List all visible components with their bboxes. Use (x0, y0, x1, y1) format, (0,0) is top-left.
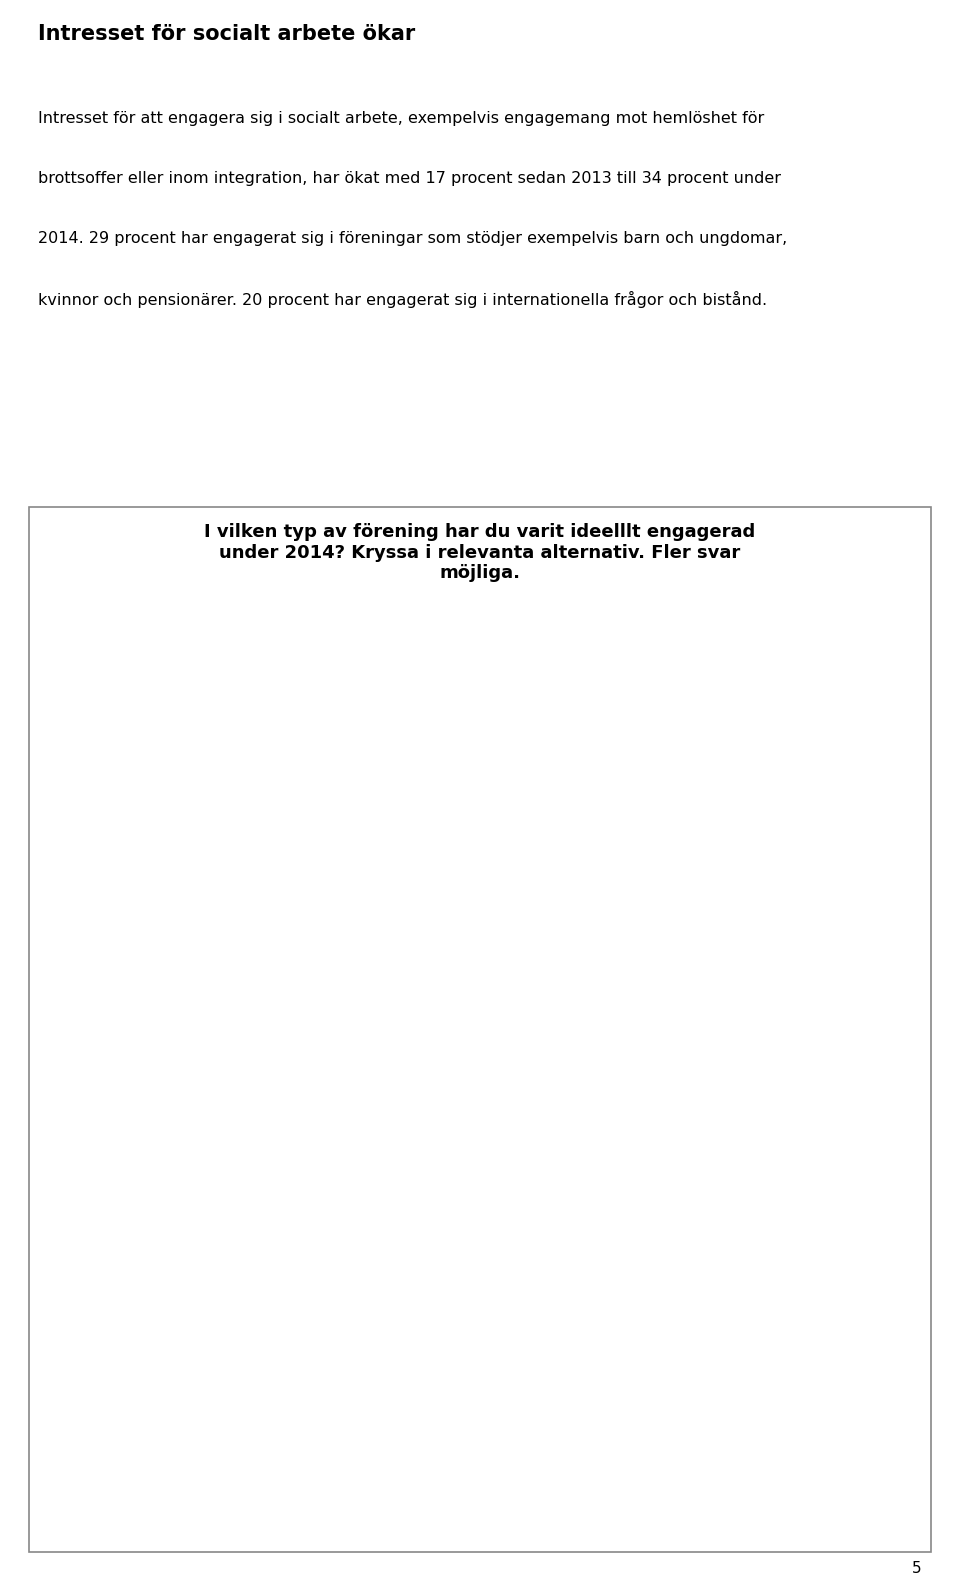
Text: 10%: 10% (486, 988, 519, 1003)
Text: kvinnor och pensionärer. 20 procent har engagerat sig i internationella frågor o: kvinnor och pensionärer. 20 procent har … (38, 291, 768, 309)
Bar (346, 1467, 399, 1503)
Text: DJUR (t.ex. djurrättsorganisationer): DJUR (t.ex. djurrättsorganisationer) (99, 1269, 333, 1283)
Text: HÄLSA, VÅRD och OMSORG (t.ex. patient-
och anhörigorganisationer): HÄLSA, VÅRD och OMSORG (t.ex. patient- o… (56, 1400, 333, 1430)
Text: ALLMÄNNA INTRESSEORGANISATIONER
INOM CIVILSAMHÄLLET (t.ex.
konsumentkooperativ, : ALLMÄNNA INTRESSEORGANISATIONER INOM CIV… (29, 1324, 333, 1367)
Bar (346, 838, 614, 874)
Text: 7%: 7% (445, 1199, 469, 1213)
Text: brottsoffer eller inom integration, har ökat med 17 procent sedan 2013 till 34 p: brottsoffer eller inom integration, har … (38, 171, 781, 185)
Text: 20%: 20% (620, 849, 654, 863)
Text: RELIGIÖSA FÖRENINGAR ( t ex. Svenska
kyrkan eller frikyrkor): RELIGIÖSA FÖRENINGAR ( t ex. Svenska kyr… (68, 1121, 333, 1150)
Text: MÄNNISKOR (t.ex. barn-, ungdom-, kvinno-
och pensionärsföreningar): MÄNNISKOR (t.ex. barn-, ungdom-, kvinno-… (49, 771, 333, 800)
Text: I vilken typ av förening har du varit ideelllt engagerad
under 2014? Kryssa i re: I vilken typ av förening har du varit id… (204, 523, 756, 583)
Text: 7%: 7% (445, 1128, 469, 1144)
Text: SKOLA, UTBILDNING och PEDAGOGIK (t.
ex. studentföreningar): SKOLA, UTBILDNING och PEDAGOGIK (t. ex. … (70, 1052, 333, 1080)
Bar (346, 768, 735, 805)
Text: 29%: 29% (741, 779, 775, 794)
Text: 9%: 9% (472, 1058, 496, 1074)
Text: 5%: 5% (419, 1338, 443, 1353)
Bar (346, 1258, 413, 1294)
Text: 4%: 4% (405, 1478, 429, 1494)
Bar (346, 977, 480, 1014)
Bar (346, 1118, 440, 1155)
Text: Intresset för socialt arbete ökar: Intresset för socialt arbete ökar (38, 24, 416, 44)
Bar (346, 699, 803, 735)
Text: HUMANITÄRA HJÄLPFÖRENINGAR ( t. ex.
internetionella frågor/biståndsarbete i
utla: HUMANITÄRA HJÄLPFÖRENINGAR ( t. ex. inte… (69, 833, 333, 879)
Bar (346, 908, 507, 944)
Text: Intresset för att engagera sig i socialt arbete, exempelvis engagemang mot hemlö: Intresset för att engagera sig i socialt… (38, 111, 765, 125)
Text: ÖVRIGA IDEELLA FÖRENINGAR: ÖVRIGA IDEELLA FÖRENINGAR (132, 919, 333, 933)
Text: MILJÖ och NATUR (t. ex.
miljöorganisationer): MILJÖ och NATUR (t. ex. miljöorganisatio… (176, 1472, 333, 1500)
Text: 5%: 5% (419, 1269, 443, 1283)
Text: KULTURFÖRENINGAR (t.ex. teater- och
museiföreningar): KULTURFÖRENINGAR (t.ex. teater- och muse… (80, 982, 333, 1011)
Bar (346, 1188, 440, 1224)
Bar (346, 1047, 467, 1083)
Text: 34%: 34% (808, 708, 842, 724)
Text: SPORT och FRITID (t ex. idrotts- och
friluftsföreningar): SPORT och FRITID (t ex. idrotts- och fri… (96, 1191, 333, 1220)
Bar (346, 1327, 413, 1364)
Text: 5: 5 (912, 1562, 922, 1576)
Bar (346, 1397, 413, 1434)
Text: 2014. 29 procent har engagerat sig i föreningar som stödjer exempelvis barn och : 2014. 29 procent har engagerat sig i för… (38, 231, 787, 246)
Text: 12%: 12% (513, 919, 546, 933)
Text: SOCIALT ARBETE (t.ex. integration,
hemlöshet, brottsofferjourer): SOCIALT ARBETE (t.ex. integration, hemlö… (102, 702, 333, 730)
Text: 5%: 5% (419, 1408, 443, 1422)
